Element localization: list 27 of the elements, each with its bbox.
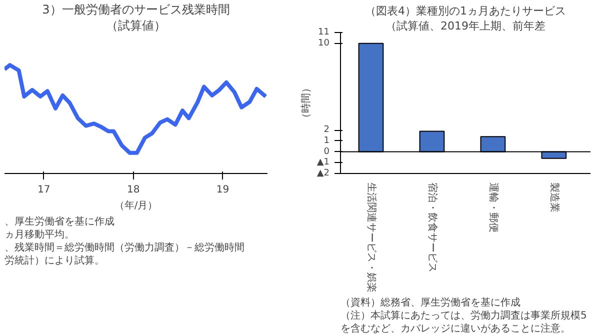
x-tick-label: 宿泊・飲食サービス xyxy=(426,182,438,272)
chart-title: （図表4）業種別の1ヵ月あたりサービス xyxy=(365,4,566,18)
text: （注）本試算にあたっては、労働力調査は事業所規模5 xyxy=(340,310,587,322)
y-tick-label: ▲1 xyxy=(316,158,330,168)
y-tick-label: ▲2 xyxy=(316,168,330,178)
x-axis-title: （年/月） xyxy=(114,200,158,212)
chart-subtitle: （試算値） xyxy=(106,18,166,32)
text: 労統計）により試算。 xyxy=(4,254,104,266)
text: 、残業時間＝総労働時間（労働力調査）－総労働時間 xyxy=(4,242,244,254)
x-tick-label: 生活関連サービス・娯楽 xyxy=(365,182,378,292)
x-tick-label: 17 xyxy=(38,184,50,196)
y-tick-label: 1 xyxy=(324,136,330,146)
text: 、厚生労働省を基に作成 xyxy=(4,216,114,228)
x-tick-label: 運輸・郵便 xyxy=(487,182,500,232)
text: ヵ月移動平均。 xyxy=(4,228,74,240)
chart-title: 3）一般労働者のサービス残業時間 xyxy=(42,2,230,16)
x-tick-label: 18 xyxy=(126,184,140,196)
text: （資料）総務省、厚生労働省を基に作成 xyxy=(340,296,520,308)
text: を含むなど、カバレッジに違いがあることに注意。 xyxy=(340,322,570,334)
chart-subtitle: （試算値、2019年上期、前年差 xyxy=(386,20,546,32)
x-tick-label: 19 xyxy=(216,184,230,196)
y-tick-label: 2 xyxy=(324,125,330,136)
y-tick-label: 10 xyxy=(318,38,330,48)
y-tick-label: 11 xyxy=(318,28,330,38)
y-axis-title: （時間） xyxy=(300,83,312,123)
y-tick-label: 0 xyxy=(324,146,330,157)
x-tick-label: 製造業 xyxy=(548,182,560,212)
